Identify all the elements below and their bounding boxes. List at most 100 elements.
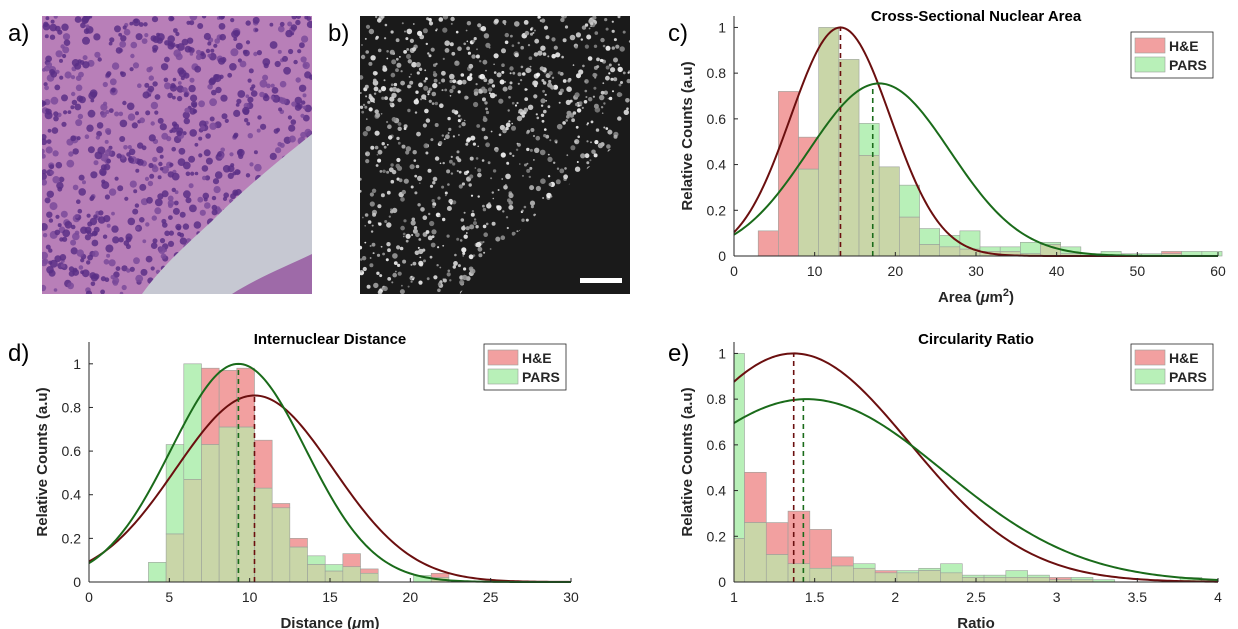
panel-label-a: a) (8, 20, 30, 47)
x-tick-label: 0 (85, 589, 93, 605)
x-tick-label: 2.5 (966, 589, 986, 605)
pars-bar (324, 564, 344, 572)
overlap-bar (201, 444, 220, 583)
y-axis-label: Relative Counts (a.u) (34, 387, 51, 536)
overlap-bar (853, 567, 876, 583)
y-tick-label: 1 (718, 345, 726, 361)
panel-label-b: b) (328, 20, 350, 47)
y-tick-label: 0.6 (707, 437, 727, 453)
he-legend-swatch (1134, 349, 1166, 366)
x-tick-label: 20 (888, 263, 904, 279)
legend: H&E PARS (1130, 31, 1214, 79)
scale-bar (580, 278, 622, 283)
pars-bar (1027, 574, 1050, 578)
x-tick-label: 2 (891, 589, 899, 605)
overlap-bar (289, 546, 308, 583)
overlap-bar (940, 572, 963, 583)
x-tick-label: 3 (1053, 589, 1061, 605)
he-legend-swatch (1134, 37, 1166, 54)
he-bar (1049, 577, 1072, 581)
y-tick-label: 1 (73, 356, 81, 372)
chart-title: Circularity Ratio (918, 331, 1034, 348)
chart-d-internuclear-distance: Internuclear Distance 0 5 10 15 20 25 30 0 0.2 0.4… (34, 331, 579, 629)
overlap-bar (874, 572, 898, 583)
histogram-bars (148, 363, 450, 583)
pars-tissue-image (360, 16, 630, 294)
pars-legend-label: PARS (522, 369, 560, 385)
chart-title: Internuclear Distance (254, 331, 407, 348)
pars-bar (1005, 570, 1028, 578)
pars-bar (919, 228, 941, 245)
pars-bar (940, 563, 963, 574)
pars-bar (853, 563, 876, 569)
he-bar (765, 522, 789, 555)
overlap-bar (1005, 577, 1028, 583)
x-tick-label: 60 (1210, 263, 1226, 279)
pars-fit-curve (88, 362, 571, 583)
overlap-bar (183, 479, 202, 583)
pars-bar (165, 444, 185, 535)
y-axis-label: Relative Counts (a.u) (679, 61, 696, 210)
overlap-bar (899, 216, 920, 257)
x-tick-label: 30 (968, 263, 984, 279)
chart-e-circularity-ratio: Circularity Ratio 1 1.5 2 2.5 3 3.5 4 0 0.2 0.4 0.6… (679, 331, 1222, 629)
overlap-bar (896, 572, 920, 583)
overlap-bar (765, 554, 789, 583)
he-bar (289, 538, 308, 548)
legend: H&E PARS (483, 343, 567, 391)
pars-legend-label: PARS (1169, 369, 1207, 385)
he-bar (271, 503, 291, 509)
overlap-bar (961, 577, 985, 583)
pars-bar (1070, 577, 1094, 581)
overlap-bar (983, 577, 1007, 583)
x-tick-label: 1.5 (805, 589, 825, 605)
he-legend-label: H&E (522, 350, 552, 366)
overlap-bar (236, 426, 255, 583)
overlap-bar (798, 168, 820, 257)
pars-fit-curve (733, 398, 1219, 581)
he-bar (342, 553, 361, 568)
he-bar (1161, 251, 1182, 255)
x-axis-label: Area (μm2) (938, 287, 1014, 306)
he-bar (874, 570, 898, 574)
x-tick-label: 1 (730, 589, 738, 605)
he-bar (778, 91, 799, 257)
he-bar (831, 556, 854, 567)
x-tick-label: 25 (483, 589, 499, 605)
he-bar (430, 572, 450, 578)
y-tick-label: 0.8 (62, 399, 82, 415)
y-tick-label: 0.6 (707, 111, 727, 127)
x-axis-label: Ratio (957, 615, 995, 629)
he-legend-swatch (487, 349, 519, 366)
he-legend-label: H&E (1169, 350, 1199, 366)
pars-legend-swatch (1134, 56, 1166, 73)
pars-bar (999, 246, 1021, 252)
chart-title: Cross-Sectional Nuclear Area (871, 8, 1082, 25)
overlap-bar (939, 246, 961, 257)
overlap-bar (733, 538, 745, 583)
x-axis-label: Distance (μm) (280, 615, 379, 629)
overlap-bar (838, 59, 860, 257)
pars-legend-label: PARS (1169, 57, 1207, 73)
y-tick-label: 0.8 (707, 65, 727, 81)
panel-label-d: d) (8, 340, 30, 367)
panel-label-c: c) (668, 20, 688, 47)
he-bar (757, 230, 779, 257)
panel-label-e: e) (668, 340, 690, 367)
he-fit-curve (88, 394, 572, 583)
y-tick-label: 0.2 (62, 530, 82, 546)
y-tick-label: 0 (718, 248, 726, 264)
x-tick-label: 10 (807, 263, 823, 279)
y-tick-label: 1 (718, 19, 726, 35)
y-tick-label: 0.4 (707, 483, 727, 499)
overlap-bar (218, 426, 238, 583)
overlap-bar (165, 533, 185, 583)
pars-legend-swatch (1134, 368, 1166, 385)
pars-bar (1020, 241, 1041, 255)
overlap-bar (271, 507, 291, 583)
x-tick-label: 15 (322, 589, 338, 605)
y-tick-label: 0 (718, 574, 726, 590)
pars-bar (899, 184, 920, 218)
he-bar (201, 367, 220, 445)
